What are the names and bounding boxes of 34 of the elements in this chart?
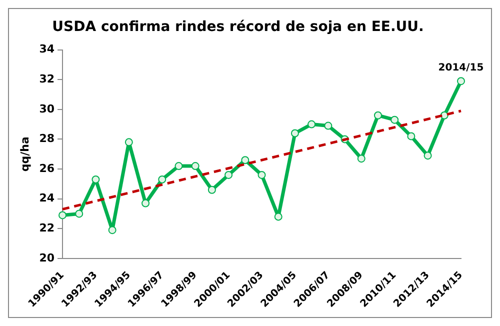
point bbox=[457, 77, 465, 86]
y-tick-label: 28 bbox=[39, 132, 55, 146]
point bbox=[390, 116, 399, 124]
point bbox=[191, 162, 200, 170]
point bbox=[208, 186, 216, 194]
point bbox=[92, 175, 100, 184]
y-tick-label: 22 bbox=[39, 221, 55, 234]
point bbox=[75, 210, 84, 218]
y-tick-label: 24 bbox=[39, 192, 55, 205]
point bbox=[424, 152, 432, 160]
point bbox=[374, 111, 382, 120]
point bbox=[290, 129, 299, 138]
point bbox=[274, 212, 282, 221]
point bbox=[357, 154, 366, 163]
y-tick-label: 34 bbox=[39, 42, 55, 56]
y-tick-label: 26 bbox=[39, 162, 55, 175]
annotation: 2014/15 bbox=[438, 62, 484, 74]
point bbox=[241, 156, 250, 164]
y-tick-label: 32 bbox=[39, 72, 55, 86]
point bbox=[174, 162, 183, 170]
y-tick-label: 20 bbox=[39, 251, 55, 264]
y-tick-label: 30 bbox=[39, 102, 55, 116]
point bbox=[224, 170, 233, 179]
point bbox=[258, 170, 266, 179]
point bbox=[308, 120, 316, 128]
point bbox=[58, 211, 67, 220]
point bbox=[108, 226, 116, 234]
y-axis-title: qq/ha bbox=[18, 136, 32, 172]
chart-title: USDA confirma rindes récord de soja en EE.UU. bbox=[52, 19, 424, 36]
point bbox=[158, 175, 166, 184]
point bbox=[324, 122, 332, 130]
point bbox=[142, 199, 150, 208]
point bbox=[407, 132, 416, 140]
point bbox=[124, 138, 133, 146]
